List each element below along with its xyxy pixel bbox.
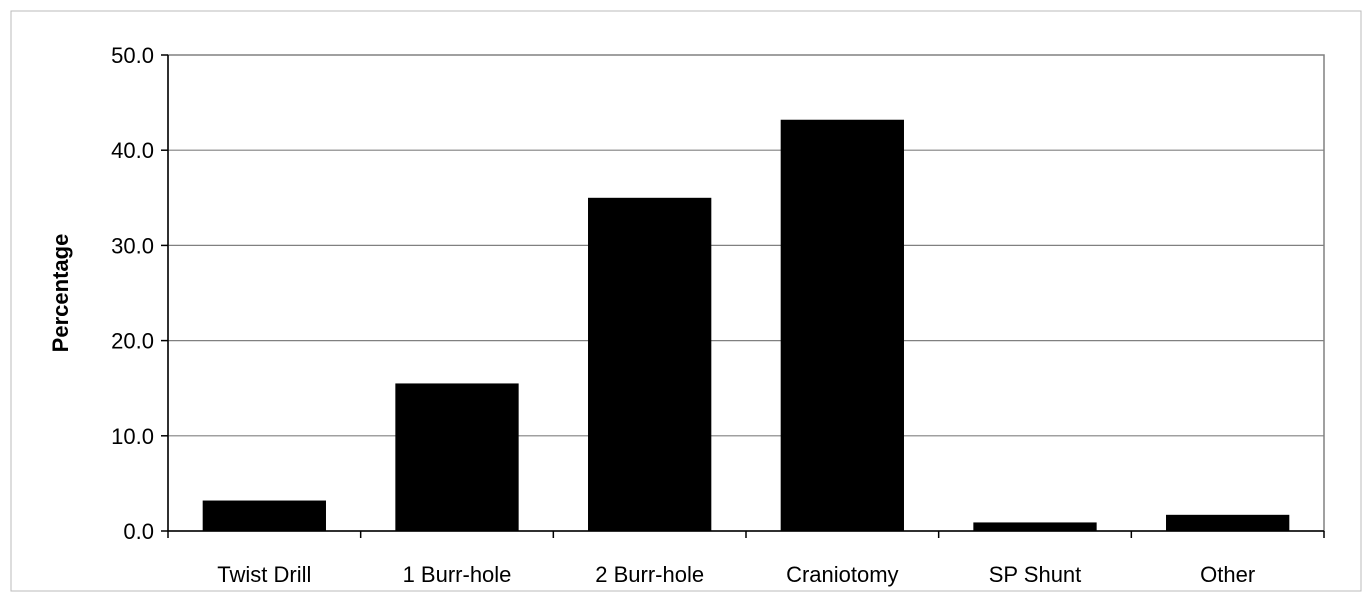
bars <box>202 119 1290 532</box>
bar <box>1166 514 1290 531</box>
x-category-label: 1 Burr-hole <box>403 562 512 587</box>
plot-area <box>167 54 1325 532</box>
x-category-labels: Twist Drill 1 Burr-hole 2 Burr-hole Craniot… <box>217 562 1255 587</box>
y-tick-labels: 0.0 10.0 20.0 30.0 40.0 50.0 <box>111 43 154 544</box>
y-tick-label: 50.0 <box>111 43 154 68</box>
y-tick-label: 30.0 <box>111 233 154 258</box>
y-tick-label: 20.0 <box>111 329 154 354</box>
bar <box>780 119 904 532</box>
bar <box>395 383 519 531</box>
x-category-label: Other <box>1200 562 1255 587</box>
y-tick-label: 0.0 <box>123 519 154 544</box>
x-category-label: SP Shunt <box>989 562 1082 587</box>
bar <box>973 522 1097 531</box>
bar <box>588 197 712 532</box>
x-category-label: 2 Burr-hole <box>595 562 704 587</box>
x-category-label: Craniotomy <box>786 562 898 587</box>
figure-frame <box>10 10 1362 592</box>
y-axis-title: Percentage <box>48 234 73 353</box>
gridlines <box>168 149 1324 437</box>
bar <box>202 500 326 531</box>
y-tick-label: 40.0 <box>111 138 154 163</box>
x-category-label: Twist Drill <box>217 562 311 587</box>
axes <box>161 54 1325 538</box>
y-tick-label: 10.0 <box>111 424 154 449</box>
